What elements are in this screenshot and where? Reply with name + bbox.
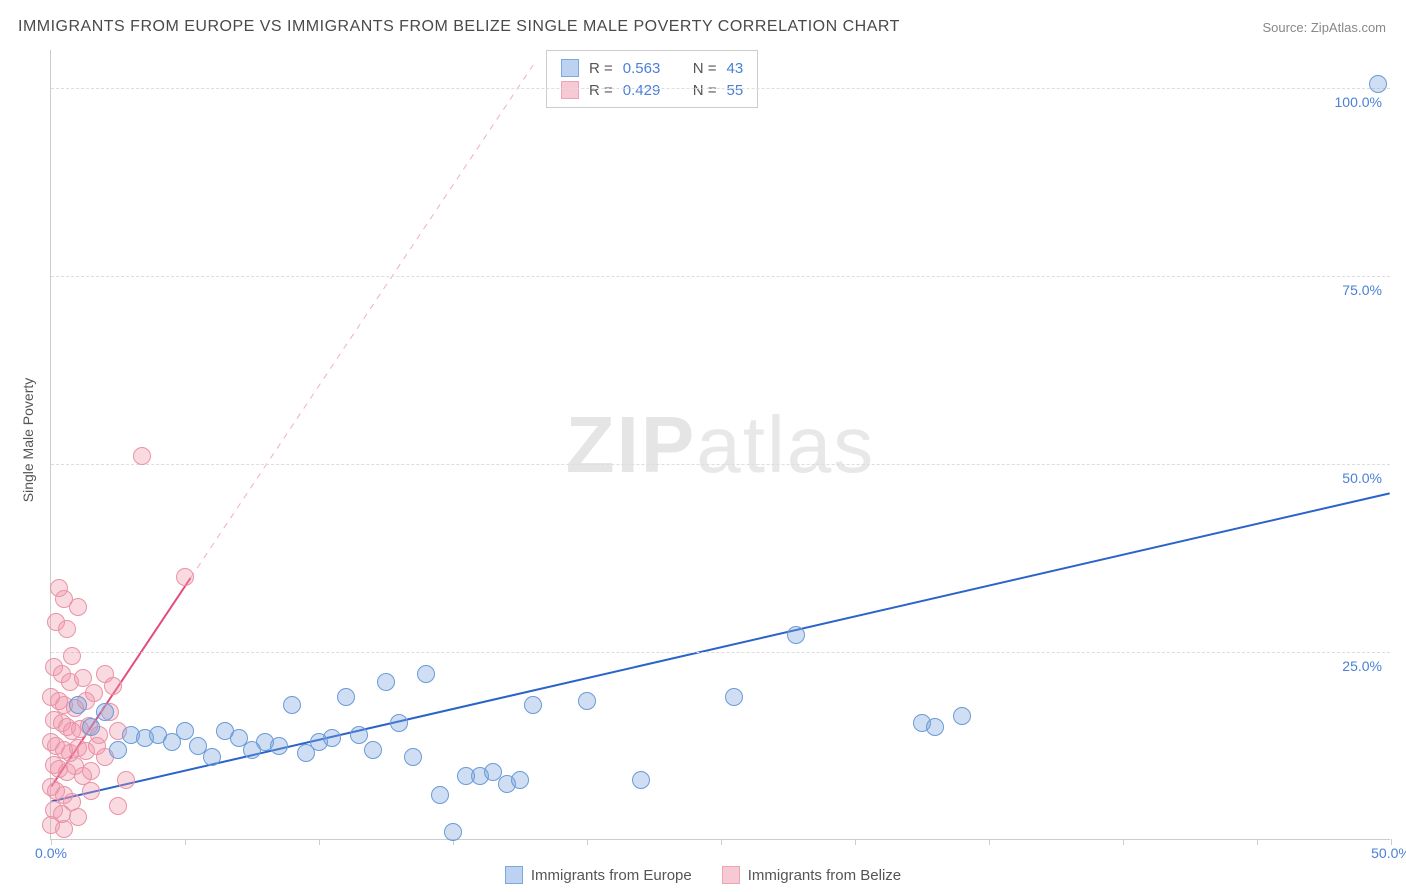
gridline-h <box>51 464 1390 465</box>
gridline-h <box>51 652 1390 653</box>
n-label: N = <box>693 60 717 77</box>
watermark-light: atlas <box>696 400 875 489</box>
r-value-belize: 0.429 <box>623 82 673 99</box>
data-point <box>82 762 100 780</box>
swatch-belize-icon <box>561 81 579 99</box>
data-point <box>444 823 462 841</box>
data-point <box>104 677 122 695</box>
swatch-europe-icon <box>505 866 523 884</box>
data-point <box>176 722 194 740</box>
y-axis-label: Single Male Poverty <box>20 378 36 503</box>
data-point <box>283 696 301 714</box>
legend-row-belize: R = 0.429 N = 55 <box>561 79 743 101</box>
series-legend: Immigrants from Europe Immigrants from B… <box>0 866 1406 884</box>
data-point <box>58 620 76 638</box>
data-point <box>243 741 261 759</box>
legend-row-europe: R = 0.563 N = 43 <box>561 57 743 79</box>
x-tick-mark <box>989 839 990 845</box>
data-point <box>953 707 971 725</box>
r-value-europe: 0.563 <box>623 60 673 77</box>
trend-lines-layer <box>51 50 1390 839</box>
gridline-h <box>51 88 1390 89</box>
data-point <box>404 748 422 766</box>
data-point <box>270 737 288 755</box>
legend-item-europe: Immigrants from Europe <box>505 866 692 884</box>
x-tick-mark <box>185 839 186 845</box>
data-point <box>787 626 805 644</box>
gridline-h <box>51 276 1390 277</box>
data-point <box>417 665 435 683</box>
legend-label-belize: Immigrants from Belize <box>748 867 901 884</box>
data-point <box>337 688 355 706</box>
r-label: R = <box>589 60 613 77</box>
chart-plot-area: ZIPatlas R = 0.563 N = 43 R = 0.429 N = … <box>50 50 1390 840</box>
data-point <box>42 816 60 834</box>
x-tick-mark <box>587 839 588 845</box>
data-point <box>85 684 103 702</box>
data-point <box>63 647 81 665</box>
data-point <box>524 696 542 714</box>
data-point <box>377 673 395 691</box>
chart-title: IMMIGRANTS FROM EUROPE VS IMMIGRANTS FRO… <box>18 18 900 36</box>
data-point <box>117 771 135 789</box>
n-value-europe: 43 <box>727 60 744 77</box>
swatch-europe-icon <box>561 59 579 77</box>
y-tick-label: 25.0% <box>1342 658 1382 674</box>
data-point <box>457 767 475 785</box>
data-point <box>82 718 100 736</box>
data-point <box>578 692 596 710</box>
data-point <box>725 688 743 706</box>
data-point <box>390 714 408 732</box>
swatch-belize-icon <box>722 866 740 884</box>
data-point <box>364 741 382 759</box>
data-point <box>96 703 114 721</box>
x-tick-label: 50.0% <box>1371 845 1406 861</box>
source-label: Source: ZipAtlas.com <box>1262 20 1386 35</box>
data-point <box>323 729 341 747</box>
r-label: R = <box>589 82 613 99</box>
watermark-bold: ZIP <box>566 400 696 489</box>
data-point <box>109 797 127 815</box>
data-point <box>926 718 944 736</box>
data-point <box>632 771 650 789</box>
watermark: ZIPatlas <box>566 399 875 491</box>
x-tick-mark <box>1257 839 1258 845</box>
n-label: N = <box>693 82 717 99</box>
x-tick-mark <box>319 839 320 845</box>
legend-label-europe: Immigrants from Europe <box>531 867 692 884</box>
correlation-legend: R = 0.563 N = 43 R = 0.429 N = 55 <box>546 50 758 108</box>
data-point <box>431 786 449 804</box>
data-point <box>511 771 529 789</box>
data-point <box>189 737 207 755</box>
y-tick-label: 50.0% <box>1342 470 1382 486</box>
legend-item-belize: Immigrants from Belize <box>722 866 901 884</box>
data-point <box>297 744 315 762</box>
x-tick-label: 0.0% <box>35 845 67 861</box>
x-tick-mark <box>721 839 722 845</box>
data-point <box>109 741 127 759</box>
data-point <box>69 696 87 714</box>
data-point <box>69 598 87 616</box>
data-point <box>1369 75 1387 93</box>
data-point <box>133 447 151 465</box>
data-point <box>176 568 194 586</box>
x-tick-mark <box>855 839 856 845</box>
y-tick-label: 75.0% <box>1342 282 1382 298</box>
data-point <box>136 729 154 747</box>
x-tick-mark <box>1123 839 1124 845</box>
n-value-belize: 55 <box>727 82 744 99</box>
data-point <box>350 726 368 744</box>
data-point <box>82 782 100 800</box>
y-tick-label: 100.0% <box>1335 94 1382 110</box>
